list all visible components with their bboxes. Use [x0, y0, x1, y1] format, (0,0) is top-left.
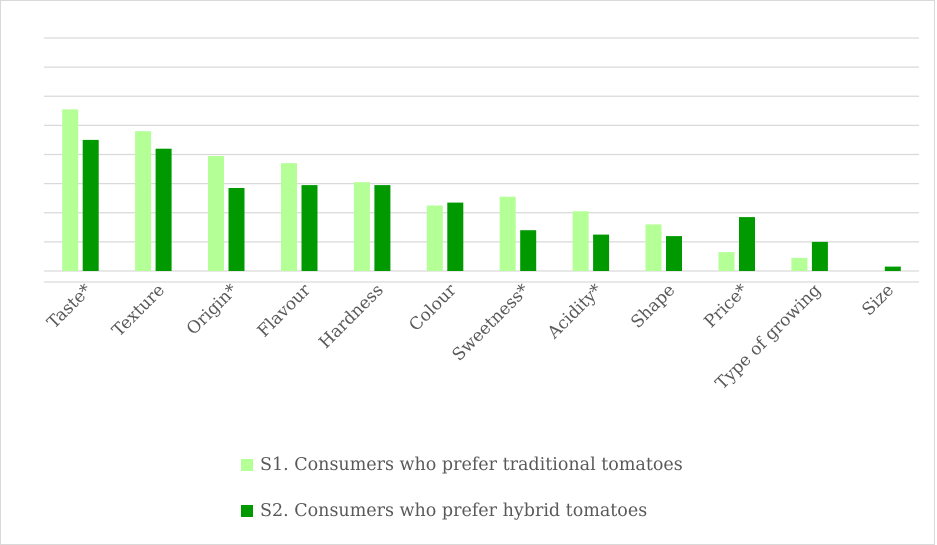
x-tick-label: Colour: [405, 280, 461, 336]
x-tick-label: Size: [858, 280, 898, 320]
bar-s2-5: [447, 202, 464, 271]
x-tick-label: Origin*: [183, 280, 242, 339]
bar-s1-7: [572, 211, 589, 271]
x-tick-label: Shape: [627, 280, 679, 332]
bar-s1-4: [353, 182, 370, 271]
x-tick-label: Price*: [701, 280, 753, 332]
bar-s2-7: [593, 234, 610, 271]
bar-s2-9: [739, 217, 755, 271]
bar-s2-0: [82, 139, 99, 271]
bar-s2-8: [666, 236, 682, 271]
legend-swatch-s2: [241, 505, 253, 517]
gridlines: [44, 37, 919, 283]
x-tick-label: Flavour: [254, 280, 316, 342]
legend-label-s2: S2. Consumers who prefer hybrid tomatoes: [260, 501, 648, 521]
bar-s1-0: [62, 109, 79, 272]
bar-s2-6: [520, 230, 537, 271]
bar-s2-3: [301, 185, 318, 271]
x-tick-label: Hardness: [315, 280, 387, 352]
bars: [62, 109, 901, 272]
legend-label-s1: S1. Consumers who prefer traditional tom…: [260, 455, 683, 475]
bar-s1-10: [791, 257, 808, 271]
bar-s1-9: [718, 252, 735, 271]
x-tick-label: Texture: [108, 280, 169, 341]
bar-s1-3: [281, 163, 297, 271]
bar-s2-4: [374, 185, 391, 271]
x-tick-label: Sweetness*: [449, 280, 534, 365]
x-tick-label: Taste*: [43, 280, 96, 333]
legend-item-s1: S1. Consumers who prefer traditional tom…: [241, 453, 683, 477]
bar-s1-6: [499, 196, 516, 271]
bar-s2-2: [228, 188, 245, 271]
legend: S1. Consumers who prefer traditional tom…: [241, 453, 683, 545]
legend-swatch-s1: [241, 459, 253, 471]
legend-item-s2: S2. Consumers who prefer hybrid tomatoes: [241, 499, 683, 523]
bar-s1-5: [426, 205, 443, 271]
bar-s2-10: [811, 241, 828, 271]
bar-s1-8: [645, 224, 662, 271]
x-axis-labels: Taste* Texture Origin* Flavour Hardness Colou…: [43, 280, 898, 394]
bar-s2-1: [155, 148, 172, 271]
bar-s1-2: [208, 156, 224, 271]
x-tick-label: Acidity*: [543, 280, 607, 344]
bar-s1-1: [135, 131, 152, 271]
bar-s2-11: [884, 266, 901, 271]
